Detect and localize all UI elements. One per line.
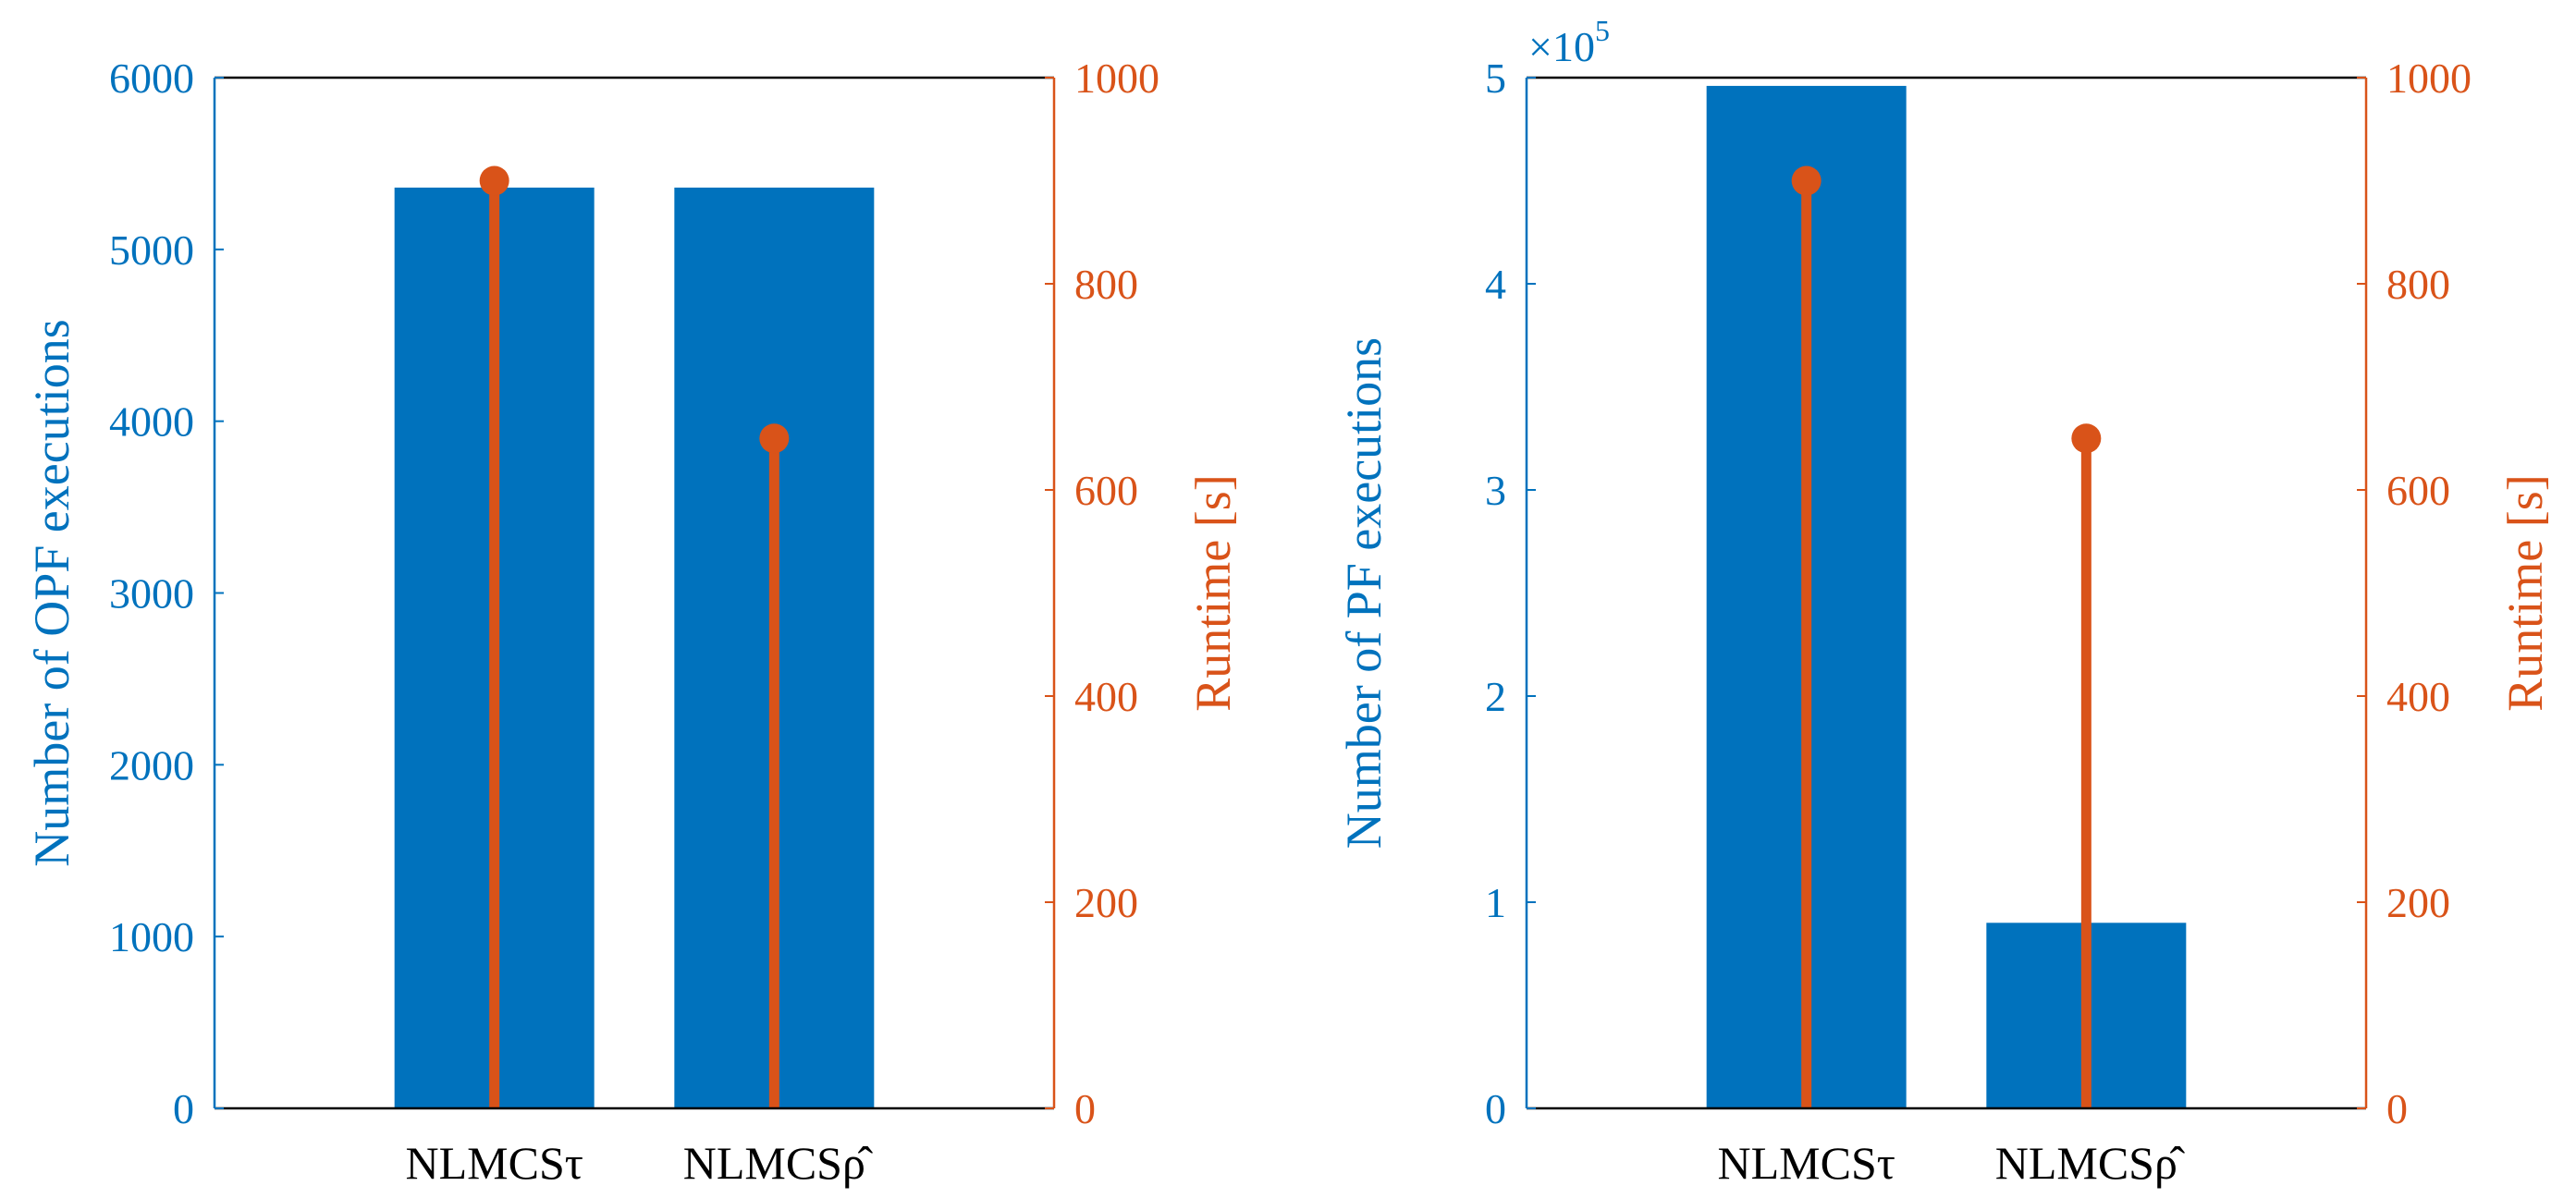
right-tick-label: 600 <box>2386 467 2450 514</box>
right-tick-label: 400 <box>1074 673 1138 720</box>
right-tick-label: 200 <box>1074 879 1138 926</box>
runtime-marker-2 <box>759 423 790 454</box>
axis-multiplier: ×105 <box>1528 14 1610 70</box>
left-tick-label: 3 <box>1485 467 1506 514</box>
left-tick-label: 0 <box>1485 1085 1506 1132</box>
right-tick-label: 0 <box>2386 1085 2408 1132</box>
left-tick-label: 1 <box>1485 879 1506 926</box>
chart-panel-1: 0 1000 2000 3000 4000 5000 6000 0 200 400 600 800 10… <box>24 55 1241 1189</box>
left-axis-title: Number of OPF executions <box>24 319 80 866</box>
left-tick-label: 4 <box>1485 261 1506 308</box>
runtime-marker-1 <box>1791 165 1822 196</box>
category-label-1: NLMCSτ <box>405 1137 583 1189</box>
category-label-1: NLMCSτ <box>1717 1137 1895 1189</box>
left-tick-label: 3000 <box>109 570 194 617</box>
right-tick-label: 400 <box>2386 673 2450 720</box>
runtime-marker-2 <box>2071 423 2102 454</box>
left-tick-label: 2 <box>1485 673 1506 720</box>
right-tick-label: 0 <box>1074 1085 1096 1132</box>
category-label-2: NLMCSρ̂ <box>1995 1137 2185 1189</box>
left-tick-label: 4000 <box>109 398 194 446</box>
left-tick-label: 1000 <box>109 913 194 960</box>
left-tick-label: 6000 <box>109 55 194 102</box>
left-tick-label: 5 <box>1485 55 1506 102</box>
left-tick-label: 5000 <box>109 226 194 274</box>
right-tick-label: 200 <box>2386 879 2450 926</box>
category-label-2: NLMCSρ̂ <box>683 1137 873 1189</box>
right-tick-label: 1000 <box>2386 55 2472 102</box>
right-tick-label: 800 <box>2386 261 2450 308</box>
left-tick-label: 2000 <box>109 741 194 788</box>
axis-multiplier-exponent: 5 <box>1595 14 1610 47</box>
right-tick-label: 800 <box>1074 261 1138 308</box>
right-axis-title: Runtime [s] <box>1185 474 1241 711</box>
right-tick-label: 600 <box>1074 467 1138 514</box>
right-tick-label: 1000 <box>1074 55 1159 102</box>
chart-panel-2: 0 1 2 3 4 5 0 200 400 600 800 1000 NLMCSτ NLMCSρ̂ Numb… <box>1336 14 2553 1189</box>
runtime-marker-1 <box>479 165 509 196</box>
right-axis-title: Runtime [s] <box>2497 474 2553 711</box>
left-axis-title: Number of PF executions <box>1336 337 1392 849</box>
left-tick-label: 0 <box>173 1085 194 1132</box>
